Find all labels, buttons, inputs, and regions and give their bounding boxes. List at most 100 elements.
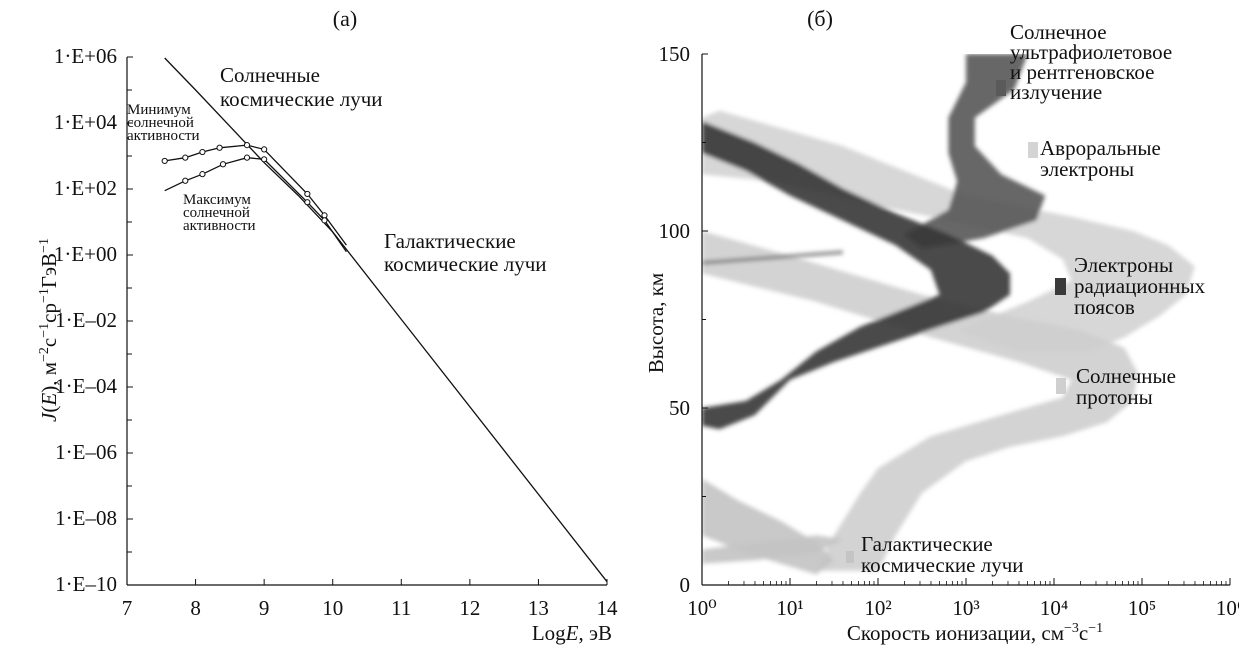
panel-b-region-streak (702, 250, 843, 265)
panel-a-annotation-galactic-cosmic-rays-line: космические лучи (384, 252, 547, 276)
panel-a: (a) 1·E+06 1·E+04 1·E+02 1·E+00 1·E–02 1·E–04… (37, 6, 618, 645)
label-part: E (565, 621, 579, 645)
panel-a-annotation-solar-minimum-line: Минимум (127, 102, 191, 118)
panel-b-legend-label: Авроральные электроны (1040, 136, 1161, 181)
panel-a-y-tick-label: 1·E–02 (55, 308, 117, 332)
panel-a-series-0-line (164, 57, 608, 583)
panel-b-legend-label-line: поясов (1074, 295, 1135, 319)
panel-b-annotation-galactic-cosmic-rays-line: Галактические (861, 532, 993, 556)
panel-a-y-tick-label: 1·E+00 (54, 242, 117, 266)
panel-a-series-2-point (261, 156, 268, 163)
panel-a-x-axis-label: LogE, эВ (532, 621, 612, 645)
panel-a-x-tick-label: 14 (597, 596, 619, 620)
panel-a-series-1-point (243, 142, 251, 149)
panel-a-series-2-point (304, 199, 311, 206)
panel-a-annotation-galactic-cosmic-rays: Галактические космические лучи (384, 229, 547, 276)
panel-b-legend-label-line: Электроны (1074, 253, 1173, 277)
panel-b-legend-label: Солнечное ультрафиолетовое и рентгеновское… (1010, 20, 1172, 104)
panel-b-region-solar-uv-xray (904, 54, 1046, 249)
panel-b-y-axis-label: Высота, км (644, 273, 668, 373)
panel-b-legend-label-line: излучение (1010, 80, 1102, 104)
panel-a-series-2-point (182, 177, 189, 184)
panel-b-annotations: Галактические космические лучи (846, 532, 1024, 577)
panel-a-annotation-solar-minimum: Минимум солнечной активности (127, 102, 200, 144)
label-part: ( (37, 406, 61, 413)
panel-b-x-tick-label: 10⁰ (687, 596, 716, 620)
panel-b-legend-label-line: Солнечные (1076, 364, 1176, 388)
panel-b-x-tick-label: 10⁴ (1040, 596, 1068, 620)
label-part: ГэВ (37, 253, 61, 288)
panel-a-series-2-point (321, 217, 328, 224)
label-part: −2 (37, 347, 52, 362)
label-part: ср (37, 303, 61, 323)
panel-a-annotation-solar-minimum-line: солнечной (127, 115, 194, 131)
panel-b-region-galactic-cosmic-rays-band (702, 535, 843, 564)
panel-a-annotation-solar-maximum-line: Максимум (183, 192, 251, 208)
panel-b-y-ticks: 0 50 100 150 (659, 42, 708, 597)
label-part: E (37, 393, 61, 407)
panel-b-legend-swatch (1055, 278, 1066, 295)
panel-a-x-tick-label: 10 (322, 596, 343, 620)
panel-a-annotation-galactic-cosmic-rays-line: Галактические (384, 229, 516, 253)
label-part: с (37, 338, 61, 347)
panel-a-y-tick-label: 1·E+04 (54, 110, 118, 134)
panel-b-region-auroral-electrons (702, 110, 1195, 352)
panel-b-annotation-galactic-cosmic-rays-line: космические лучи (861, 553, 1024, 577)
panel-a-annotations: Солнечные космические лучи Минимум солнечно… (127, 63, 547, 276)
label-part: Log (532, 621, 566, 645)
panel-a-series-2-point (199, 171, 206, 178)
panel-b-y-tick-label: 100 (659, 219, 691, 243)
panel-a-annotation-solar-maximum: Максимум солнечной активности (183, 192, 256, 234)
panel-a-x-ticks: 7 8 9 10 11 12 13 14 (122, 579, 618, 620)
panel-b-legend-label: Солнечные протоны (1076, 364, 1176, 409)
panel-a-series-1-point (216, 144, 223, 151)
panel-a-annotation-solar-cosmic-rays: Солнечные космические лучи (220, 63, 383, 111)
label-part: J (37, 411, 61, 422)
panel-b: (б) 0 50 100 150 10⁰ 10¹ 10² 10³ 10⁴ 10⁵ 10⁶ Солн… (644, 6, 1239, 645)
panel-b-y-tick-label: 50 (669, 396, 690, 420)
panel-a-y-axis-label: J(E), м−2с−1ср−1ГэВ−1 (37, 238, 61, 422)
panel-b-legend-swatch (1056, 378, 1066, 394)
panel-b-x-tick-label: 10⁵ (1128, 596, 1156, 620)
label-part: −1 (37, 288, 52, 303)
panel-a-y-tick-label: 1·E–06 (55, 440, 117, 464)
panel-a-y-tick-label: 1·E–08 (55, 506, 117, 530)
label-part: ), м (37, 362, 61, 393)
panel-b-annotation-galactic-cosmic-rays: Галактические космические лучи (861, 532, 1024, 577)
panel-b-legend-label-line: и рентгеновское (1010, 60, 1154, 84)
panel-a-y-tick-label: 1·E+02 (54, 176, 117, 200)
panel-a-y-ticks: 1·E+06 1·E+04 1·E+02 1·E+00 1·E–02 1·E–04 1·E–… (54, 44, 133, 596)
panel-b-legend-label-line: радиационных (1074, 274, 1206, 298)
panel-a-series (161, 57, 608, 583)
panel-b-x-tick-label: 10² (864, 596, 891, 620)
panel-b-legend-swatch (1028, 142, 1038, 158)
panel-a-series-2-point (243, 154, 251, 161)
label-part: Скорость ионизации, см (847, 621, 1064, 645)
label-part: , эВ (578, 621, 612, 645)
panel-a-annotation-solar-cosmic-rays-line: космические лучи (220, 87, 383, 111)
panel-b-legend-swatch (996, 80, 1006, 96)
panel-b-x-axis-label: Скорость ионизации, см−3с−1 (847, 621, 1103, 645)
panel-a-x-tick-label: 8 (190, 596, 201, 620)
panel-b-legend-label-line: Авроральные (1040, 136, 1161, 160)
panel-b-legend-label-line: ультрафиолетовое (1010, 40, 1172, 64)
panel-a-x-tick-label: 11 (391, 596, 411, 620)
panel-a-series-1-point (304, 190, 311, 198)
panel-a-annotation-solar-minimum-line: активности (127, 128, 200, 144)
panel-b-x-tick-label: 10³ (952, 596, 979, 620)
panel-b-x-ticks: 10⁰ 10¹ 10² 10³ 10⁴ 10⁵ 10⁶ (687, 578, 1239, 620)
label-part: −3 (1064, 621, 1079, 636)
panel-b-regions (702, 54, 1195, 575)
panel-b-x-tick-label: 10¹ (776, 596, 803, 620)
panel-a-y-tick-label: 1·E+06 (54, 44, 117, 68)
panel-b-galactic-swatch (846, 551, 854, 563)
panel-a-series-1-point (261, 146, 268, 153)
panel-b-x-tick-label: 10⁶ (1216, 596, 1239, 620)
panel-a-series-1-point (321, 212, 328, 219)
panel-a-y-tick-label: 1·E–10 (55, 572, 117, 596)
panel-a-x-tick-label: 9 (259, 596, 270, 620)
panel-a-series-1-point (182, 154, 189, 161)
label-part: −1 (37, 323, 52, 338)
panel-a-x-tick-label: 7 (122, 596, 133, 620)
